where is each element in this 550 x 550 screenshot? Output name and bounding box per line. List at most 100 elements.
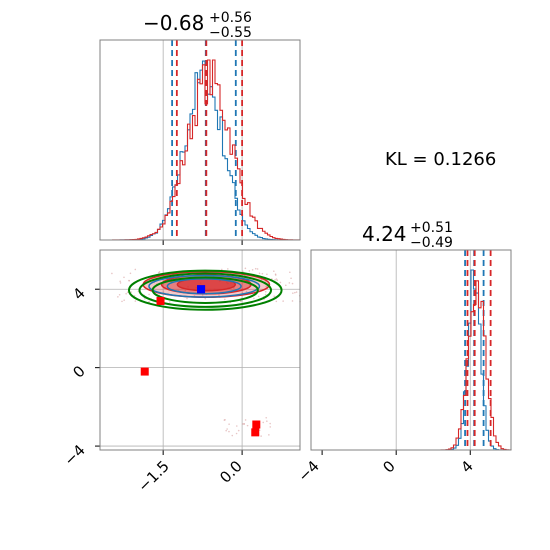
scatter-sample [260,278,263,281]
scatter-sample [123,276,125,279]
marker-square-5 [251,428,260,437]
scatter-sample [125,292,127,295]
scatter-sample [275,300,278,303]
scatter-sample [269,426,272,428]
scatter-sample [292,292,294,294]
scatter-sample [264,293,267,296]
scatter-sample [248,270,251,272]
scatter-sample [220,268,223,271]
scatter-sample [244,419,247,421]
scatter-sample [129,272,132,275]
title-param-2-plus: +0.51 [410,220,453,236]
scatter-sample [246,424,249,427]
scatter-sample [244,267,247,270]
y-tick-label-joint-1: 0 [69,362,88,381]
title-param-1-plus: +0.56 [209,10,252,26]
scatter-sample [251,269,254,271]
x-tick-label-right-1: 0 [379,457,398,476]
contour-1-level-0 [148,274,261,298]
joint-panel-frame [99,249,301,451]
scatter-sample [184,289,187,292]
scatter-sample [268,434,270,436]
panel-top-frame [99,39,301,241]
scatter-sample [261,272,264,275]
scatter-sample [228,430,230,433]
scatter-sample [186,297,188,300]
scatter-sample [273,270,275,273]
scatter-sample [119,282,122,284]
scatter-sample [288,282,291,284]
scatter-sample [289,271,291,274]
scatter-sample [130,291,132,293]
scatter-sample [257,295,260,298]
marker-square-4 [252,420,261,429]
scatter-sample [117,296,119,298]
scatter-sample [218,294,220,297]
scatter-sample [291,282,294,285]
x-tick-label-joint-0: −1.5 [134,457,172,495]
scatter-sample [225,429,227,432]
title-param-1: −0.68 [143,11,204,35]
joint-scatter-panel [95,249,301,455]
scatter-sample [264,290,267,293]
scatter-sample [241,287,244,290]
scatter-sample [223,298,226,301]
title-param-2: 4.24 [362,222,407,246]
y-tick-label-joint-2: 4 [69,284,88,303]
scatter-sample [265,285,267,288]
scatter-sample [119,280,121,283]
marker-square-3 [140,367,149,376]
scatter-sample [237,429,240,432]
scatter-sample [295,291,298,293]
scatter-sample [245,290,248,293]
scatter-sample [118,293,121,296]
y-tick-label-joint-0: −4 [60,441,88,469]
scatter-sample [223,419,226,421]
scatter-sample [239,300,242,303]
scatter-sample [226,268,229,270]
title-param-1-minus: −0.55 [209,25,252,41]
scatter-sample [274,273,277,276]
scatter-sample [143,298,146,300]
scatter-sample [235,425,238,427]
scatter-sample [228,423,230,425]
scatter-sample [133,294,136,297]
scatter-sample [158,271,161,273]
scatter-sample [276,279,279,282]
scatter-sample [243,423,245,425]
scatter-sample [128,279,130,282]
panel-right-frame [310,249,512,451]
scatter-sample [231,434,234,437]
scatter-sample [290,277,292,280]
scatter-sample [204,297,207,300]
scatter-sample [235,432,238,435]
scatter-sample [265,416,268,419]
x-tick-label-right-2: 4 [457,457,476,476]
scatter-sample [134,300,137,302]
scatter-sample [262,421,265,424]
scatter-sample [266,420,268,423]
scatter-sample [294,291,296,294]
kl-annotation: KL = 0.1266 [385,149,496,170]
scatter-sample [226,428,228,430]
marker-square-2 [156,296,165,305]
scatter-sample [123,299,125,301]
scatter-sample [111,272,113,275]
scatter-sample [258,429,261,432]
scatter-sample [242,423,244,425]
scatter-sample [260,435,262,437]
scatter-sample [253,297,255,300]
contour-2-level-2 [151,276,259,304]
marker-square-blue [197,285,206,294]
histogram-series-0 [100,60,301,241]
scatter-sample [284,284,287,287]
scatter-sample [148,293,150,296]
scatter-sample [248,284,251,286]
contour-1-level-1 [166,278,242,295]
scatter-sample [291,300,294,302]
histogram-series-0 [311,269,511,451]
scatter-sample [269,422,271,425]
scatter-sample [134,268,137,271]
scatter-sample [256,268,259,270]
